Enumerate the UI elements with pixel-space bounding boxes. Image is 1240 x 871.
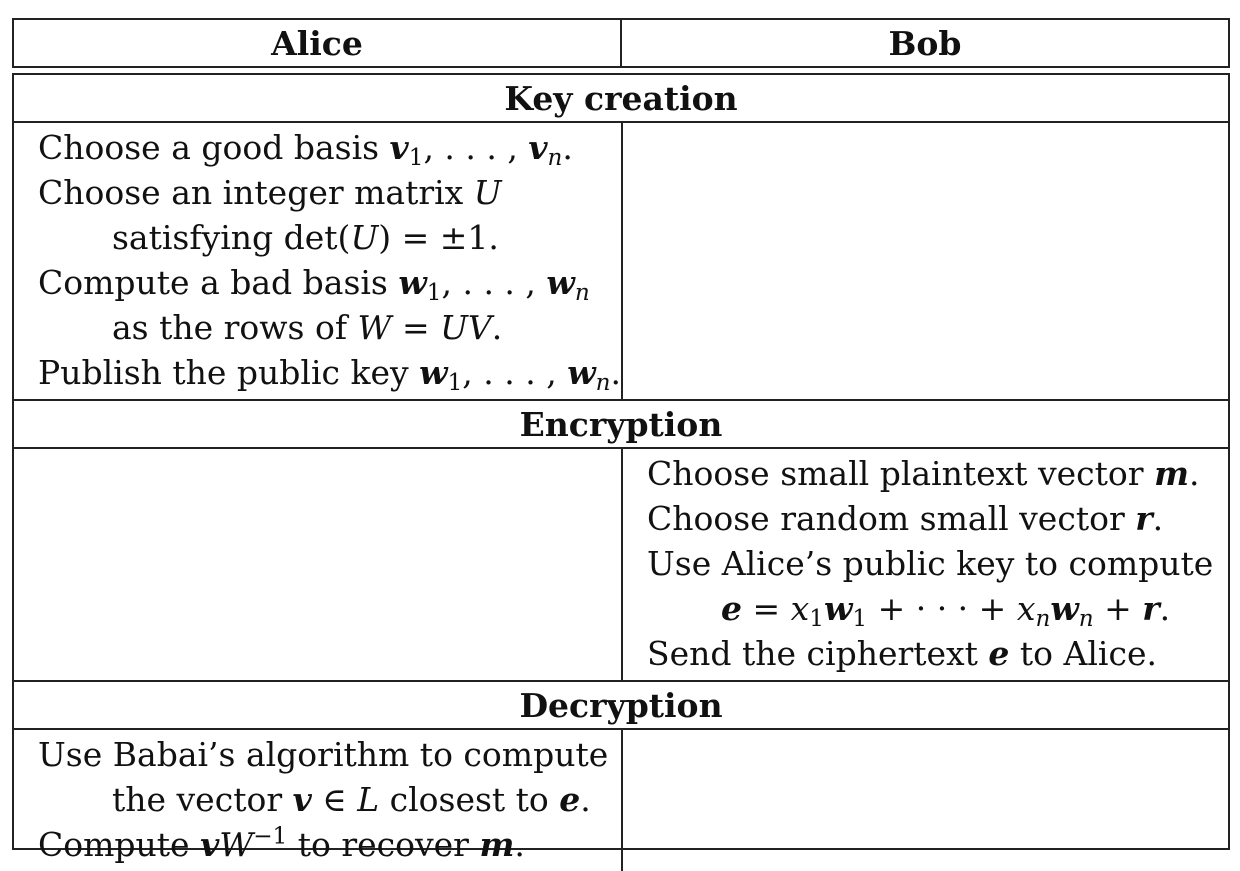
step-choose-matrix: Choose an integer matrix U xyxy=(38,173,502,212)
column-header-alice: Alice xyxy=(271,23,363,63)
section-row-decryption: Use Babai’s algorithm to compute the vec… xyxy=(14,730,1228,871)
step-encryption-formula: e = x1w1 + · · · + xnwn + r. xyxy=(721,589,1171,632)
step-choose-good-basis: Choose a good basis v1, . . . , vn. xyxy=(38,128,573,171)
bob-cell-encryption: Choose small plaintext vector m. Choose … xyxy=(621,449,1228,680)
step-choose-plaintext: Choose small plaintext vector m. xyxy=(647,454,1200,493)
step-recover-plaintext: Compute vW−1 to recover m. xyxy=(38,823,525,864)
step-use-public-key: Use Alice’s public key to compute xyxy=(647,544,1214,583)
table-header: Alice Bob xyxy=(12,18,1230,68)
step-use-babai: Use Babai’s algorithm to compute xyxy=(38,735,609,774)
step-send-ciphertext: Send the ciphertext e to Alice. xyxy=(647,634,1157,673)
alice-cell-encryption xyxy=(14,449,621,680)
alice-cell-decryption: Use Babai’s algorithm to compute the vec… xyxy=(14,730,621,871)
section-row-encryption: Choose small plaintext vector m. Choose … xyxy=(14,449,1228,682)
protocol-table: Key creation Choose a good basis v1, . .… xyxy=(12,73,1230,871)
section-row-key-creation: Choose a good basis v1, . . . , vn. Choo… xyxy=(14,123,1228,401)
step-publish-key: Publish the public key w1, . . . , wn. xyxy=(38,353,621,396)
step-compute-bad-basis: Compute a bad basis w1, . . . , wn xyxy=(38,263,590,306)
step-determinant-condition: satisfying det(U) = ±1. xyxy=(112,218,499,257)
step-choose-random-vector: Choose random small vector r. xyxy=(647,499,1164,538)
section-title-encryption: Encryption xyxy=(14,401,1228,449)
section-title-key-creation: Key creation xyxy=(14,75,1228,123)
bob-cell-key-creation xyxy=(621,123,1228,399)
bob-cell-decryption xyxy=(621,730,1228,871)
alice-cell-key-creation: Choose a good basis v1, . . . , vn. Choo… xyxy=(14,123,621,399)
step-rows-of-w: as the rows of W = UV. xyxy=(112,308,503,347)
step-closest-vector: the vector v ∈ L closest to e. xyxy=(112,780,591,819)
section-title-decryption: Decryption xyxy=(14,682,1228,730)
column-header-bob: Bob xyxy=(620,20,1228,66)
